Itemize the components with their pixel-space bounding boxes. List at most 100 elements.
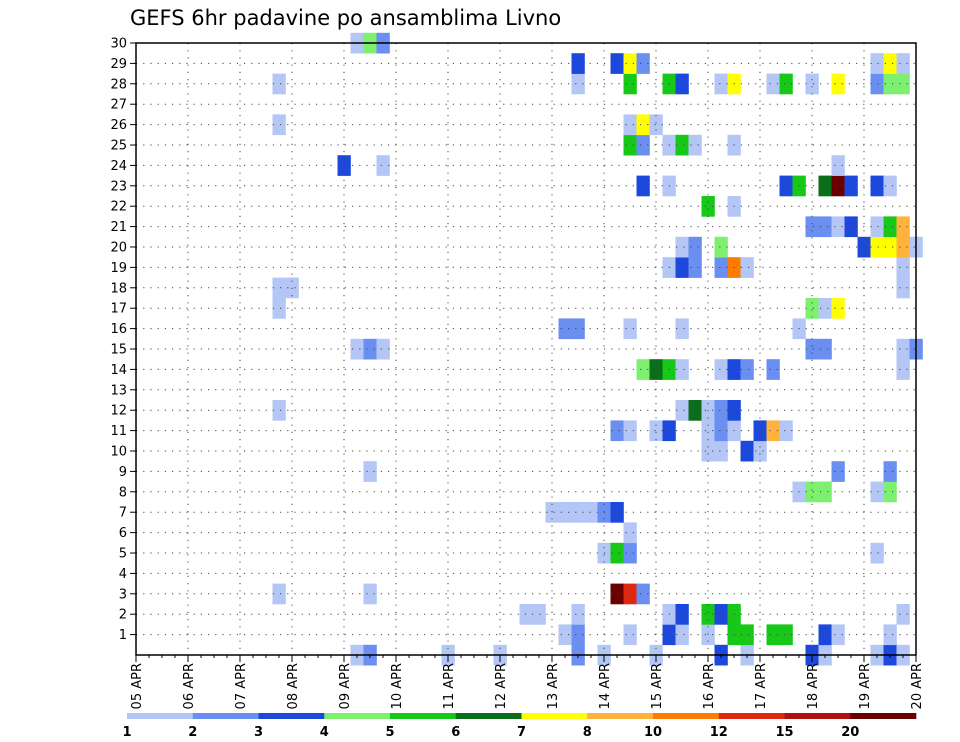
precip-cell — [714, 400, 728, 421]
precip-cell — [883, 236, 897, 258]
y-tick-label: 22 — [110, 200, 127, 215]
precip-cell — [363, 461, 377, 482]
precip-cell — [870, 73, 884, 95]
legend-swatch — [390, 713, 457, 719]
precip-cell — [610, 542, 624, 564]
precip-cell — [740, 440, 754, 462]
precip-cell — [558, 624, 572, 646]
precip-cell — [779, 73, 793, 95]
precip-cell — [883, 216, 897, 238]
precip-cell — [896, 338, 910, 360]
y-tick-label: 15 — [110, 343, 127, 358]
precip-cell — [831, 216, 845, 238]
precip-cell — [870, 53, 884, 74]
precip-cell — [883, 175, 897, 197]
legend-label: 3 — [254, 725, 263, 740]
precip-cell — [649, 420, 663, 442]
legend-label: 2 — [188, 725, 197, 740]
legend-swatch — [192, 713, 259, 719]
precip-cell — [623, 134, 637, 156]
y-tick-label: 21 — [110, 220, 127, 235]
precip-cell — [805, 216, 819, 238]
precip-cell — [753, 420, 767, 442]
precip-cell — [623, 53, 637, 74]
precip-cell — [675, 73, 689, 95]
precip-cell — [896, 236, 910, 258]
precip-cell — [896, 257, 910, 278]
x-tick-label: 20 APR — [910, 663, 925, 709]
precip-cell — [623, 318, 637, 340]
x-axis: 05 APR 06 APR 07 APR 08 APR 09 APR 10 APR 11 A… — [130, 655, 925, 709]
y-tick-label: 14 — [110, 363, 127, 378]
precip-cell — [844, 216, 858, 238]
precip-cell — [623, 542, 637, 564]
precip-cell — [896, 73, 910, 95]
legend-label: 5 — [385, 725, 394, 740]
precip-cell — [636, 53, 650, 74]
precip-cell — [714, 440, 728, 462]
y-tick-label: 4 — [119, 567, 127, 582]
y-tick-label: 3 — [119, 587, 127, 602]
precip-cell — [571, 53, 585, 74]
precip-cell — [870, 175, 884, 197]
precip-cell — [779, 420, 793, 442]
legend-label: 6 — [451, 725, 460, 740]
y-tick-label: 23 — [110, 179, 127, 194]
precip-cell — [883, 461, 897, 482]
y-tick-label: 28 — [110, 77, 127, 92]
precip-cell — [272, 114, 286, 136]
precip-cell — [805, 481, 819, 503]
legend-label: 20 — [841, 725, 859, 740]
x-tick-label: 08 APR — [286, 663, 301, 709]
precip-cell — [571, 624, 585, 646]
precip-cell — [363, 338, 377, 360]
precip-cell — [896, 604, 910, 625]
precip-cell — [675, 318, 689, 340]
y-tick-label: 25 — [110, 139, 127, 154]
precip-cell — [272, 73, 286, 95]
precip-cell — [883, 53, 897, 74]
y-tick-label: 26 — [110, 118, 127, 133]
precip-cell — [649, 114, 663, 136]
x-tick-label: 16 APR — [702, 663, 717, 709]
precip-cell — [610, 53, 624, 74]
precip-cell — [779, 175, 793, 197]
precip-cell — [363, 583, 377, 605]
precip-cell — [714, 420, 728, 442]
y-tick-label: 24 — [110, 159, 127, 174]
precip-cell — [714, 604, 728, 625]
y-tick-label: 13 — [110, 383, 127, 398]
precip-cell — [636, 175, 650, 197]
precip-cell — [701, 420, 715, 442]
x-tick-label: 17 APR — [754, 663, 769, 709]
y-tick-label: 19 — [110, 261, 127, 276]
precip-cell — [714, 73, 728, 95]
legend-label: 10 — [644, 725, 662, 740]
precip-cell — [870, 236, 884, 258]
y-tick-label: 17 — [110, 302, 127, 317]
precip-cell — [896, 359, 910, 380]
precip-cell — [675, 134, 689, 156]
precip-cell — [272, 400, 286, 421]
precip-cell — [571, 73, 585, 95]
x-tick-label: 18 APR — [806, 663, 821, 709]
precip-cell — [584, 502, 598, 523]
y-axis: 1234567891011121314151617181920212223242… — [110, 37, 136, 643]
data-cells — [272, 32, 923, 666]
legend-swatch — [127, 713, 194, 719]
precip-cell — [701, 440, 715, 462]
precip-cell — [623, 114, 637, 136]
precip-cell — [740, 257, 754, 278]
precip-cell — [818, 216, 832, 238]
x-tick-label: 11 APR — [442, 663, 457, 709]
y-tick-label: 9 — [119, 465, 127, 480]
legend-label: 15 — [775, 725, 793, 740]
precip-cell — [675, 604, 689, 625]
precip-cell — [818, 175, 832, 197]
precip-cell — [675, 257, 689, 278]
precip-cell — [766, 359, 780, 380]
precip-cell — [883, 624, 897, 646]
x-tick-label: 13 APR — [546, 663, 561, 709]
precip-cell — [272, 298, 286, 319]
